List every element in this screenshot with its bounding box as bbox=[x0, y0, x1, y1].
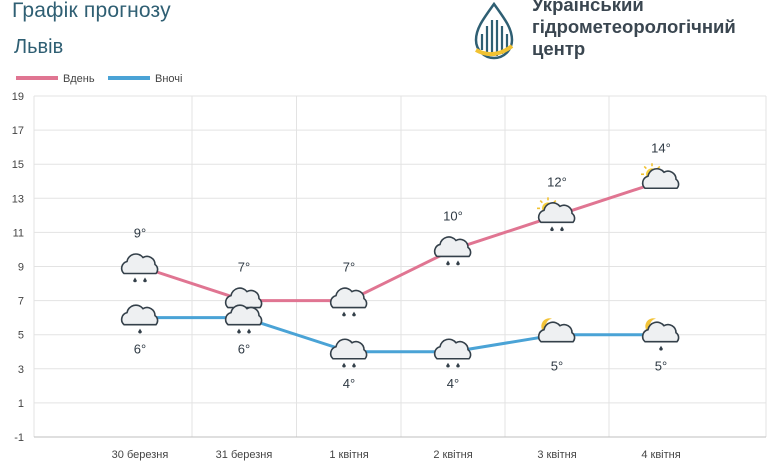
cloud-rain-icon bbox=[329, 338, 368, 368]
cloud-drizzle-icon bbox=[120, 304, 159, 334]
x-tick-label: 31 березня bbox=[216, 449, 273, 461]
logo-line-3: центр bbox=[532, 38, 586, 59]
logo-line-1: Український bbox=[532, 0, 644, 15]
page-title: Графік прогнозу bbox=[12, 0, 171, 22]
day-temp-label: 10° bbox=[443, 208, 463, 223]
y-tick-label: 15 bbox=[12, 159, 24, 171]
moon-cloud-icon bbox=[537, 318, 576, 343]
cloud-rain-icon bbox=[329, 287, 368, 317]
sun-cloud-rain-icon bbox=[537, 197, 576, 232]
y-tick-label: 13 bbox=[12, 193, 24, 205]
city-name: Львів bbox=[14, 36, 64, 58]
y-tick-label: 3 bbox=[18, 364, 24, 376]
day-temp-label: 14° bbox=[651, 140, 671, 155]
night-temp-label: 4° bbox=[343, 376, 355, 391]
night-temp-label: 4° bbox=[447, 376, 459, 391]
sun-cloud-icon bbox=[641, 163, 680, 190]
x-tick-label: 4 квітня bbox=[641, 449, 680, 461]
day-temp-label: 9° bbox=[134, 226, 146, 241]
day-temp-label: 7° bbox=[343, 260, 355, 275]
night-temp-label: 5° bbox=[655, 359, 667, 374]
day-temp-label: 7° bbox=[238, 260, 250, 275]
legend-label: Вдень bbox=[63, 73, 95, 85]
y-tick-label: -1 bbox=[14, 432, 24, 444]
night-temp-label: 5° bbox=[551, 359, 563, 374]
cloud-rain-icon bbox=[120, 253, 159, 283]
logo-drop-icon bbox=[474, 1, 514, 60]
y-tick-label: 11 bbox=[13, 227, 24, 239]
cloud-rain-icon bbox=[224, 304, 263, 334]
y-tick-label: 1 bbox=[18, 398, 24, 410]
y-tick-label: 5 bbox=[18, 330, 24, 342]
x-tick-label: 1 квітня bbox=[329, 449, 368, 461]
y-tick-label: 7 bbox=[18, 296, 24, 308]
legend-label: Вночі bbox=[155, 73, 182, 85]
night-temp-label: 6° bbox=[134, 342, 146, 357]
x-tick-label: 3 квітня bbox=[537, 449, 576, 461]
day-series-line bbox=[139, 179, 662, 303]
x-tick-label: 30 березня bbox=[112, 449, 169, 461]
night-temp-label: 6° bbox=[238, 342, 250, 357]
logo: Український гідрометеорологічний центр bbox=[470, 0, 770, 66]
y-tick-label: 9 bbox=[18, 262, 24, 274]
y-tick-label: 17 bbox=[12, 125, 24, 137]
moon-cloud-drizzle-icon bbox=[641, 318, 680, 351]
day-temp-label: 12° bbox=[547, 174, 567, 189]
logo-text: Український гідрометеорологічний центр bbox=[532, 0, 736, 60]
cloud-rain-icon bbox=[433, 338, 472, 368]
y-tick-label: 19 bbox=[12, 91, 24, 103]
logo-line-2: гідрометеорологічний bbox=[532, 16, 736, 37]
x-tick-label: 2 квітня bbox=[433, 449, 472, 461]
cloud-rain-icon bbox=[433, 236, 472, 266]
